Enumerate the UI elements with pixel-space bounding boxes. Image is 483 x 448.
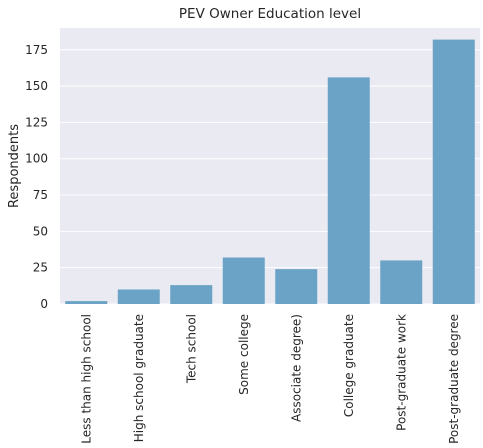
y-tick-label: 150 xyxy=(25,79,48,93)
bar xyxy=(380,260,423,304)
x-tick-label: High school graduate xyxy=(132,314,146,442)
y-tick-label: 125 xyxy=(25,115,48,129)
bar xyxy=(117,289,160,304)
y-tick-label: 175 xyxy=(25,43,48,57)
bar xyxy=(327,77,370,305)
x-tick-label: Tech school xyxy=(184,314,198,384)
y-tick-label: 50 xyxy=(33,224,48,238)
bar xyxy=(65,301,108,304)
chart-title: PEV Owner Education level xyxy=(179,6,361,22)
y-tick-label: 25 xyxy=(33,261,48,275)
x-tick-label: Less than high school xyxy=(79,314,93,444)
x-tick-label: Post-graduate degree xyxy=(447,314,461,444)
plot-background xyxy=(60,28,480,304)
bar xyxy=(170,285,213,304)
y-tick-labels: 0 25 50 75 100 125 150 175 xyxy=(25,43,48,311)
bar xyxy=(222,257,265,304)
y-axis-label: Respondents xyxy=(7,124,22,208)
x-tick-label: Associate degree) xyxy=(289,314,303,422)
bars xyxy=(65,39,475,305)
y-tick-label: 75 xyxy=(33,188,48,202)
x-tick-label: College graduate xyxy=(342,314,356,417)
x-tick-labels: Less than high school High school graduat… xyxy=(79,314,461,444)
y-tick-label: 100 xyxy=(25,152,48,166)
bar xyxy=(275,269,318,304)
x-tick-label: Some college xyxy=(237,314,251,395)
bar xyxy=(432,39,475,304)
x-tick-label: Post-graduate work xyxy=(394,314,408,431)
y-tick-label: 0 xyxy=(40,297,48,311)
